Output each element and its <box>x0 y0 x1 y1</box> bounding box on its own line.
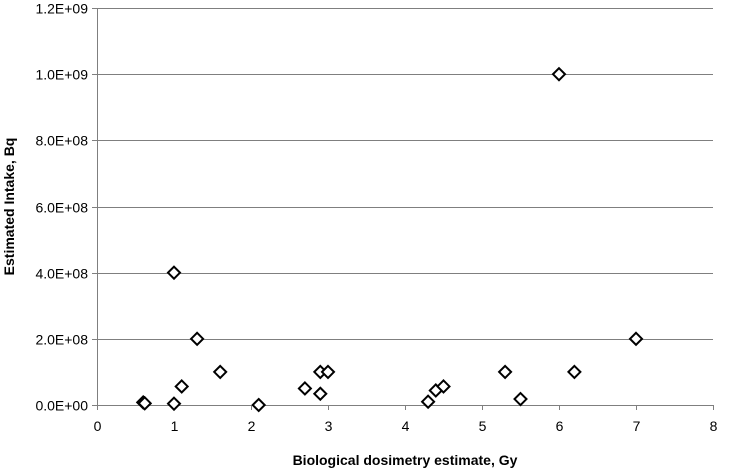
data-point <box>628 331 644 347</box>
x-tick-label: 5 <box>479 418 487 434</box>
y-tick-labels: 0.0E+00 2.0E+08 4.0E+08 6.0E+08 8.0E+08 1.0E+… <box>35 1 88 414</box>
x-tick-label: 7 <box>633 418 641 434</box>
y-tick-label: 6.0E+08 <box>35 200 88 216</box>
x-tick-label: 4 <box>402 418 410 434</box>
x-tick-labels: 0 1 2 3 4 5 6 7 8 <box>94 418 718 434</box>
data-point <box>420 394 436 410</box>
x-tick-label: 3 <box>325 418 333 434</box>
data-point <box>212 364 228 380</box>
x-axis-title: Biological dosimetry estimate, Gy <box>293 452 518 468</box>
data-point <box>551 66 567 82</box>
data-point <box>166 396 182 412</box>
data-point <box>513 391 528 407</box>
data-point <box>497 364 513 380</box>
data-point <box>297 381 313 396</box>
data-points <box>135 66 644 413</box>
y-tick-label: 1.2E+09 <box>35 1 88 17</box>
data-point <box>320 364 336 380</box>
data-point <box>312 386 328 402</box>
x-tick-label: 6 <box>556 418 564 434</box>
y-axis-title: Estimated Intake, Bq <box>1 138 17 276</box>
data-point <box>189 331 205 347</box>
y-tick-label: 2.0E+08 <box>35 332 88 348</box>
data-point <box>566 364 582 380</box>
data-point <box>174 379 190 394</box>
data-point <box>137 395 153 411</box>
data-point <box>436 379 451 394</box>
x-tick-label: 2 <box>248 418 256 434</box>
y-tick-label: 8.0E+08 <box>35 133 88 149</box>
x-tick-label: 1 <box>171 418 179 434</box>
gridlines <box>97 8 713 340</box>
y-tick-label: 0.0E+00 <box>35 398 88 414</box>
axes <box>92 8 714 410</box>
data-point <box>251 397 267 413</box>
y-tick-label: 1.0E+09 <box>35 67 88 83</box>
y-tick-label: 4.0E+08 <box>35 266 88 282</box>
x-tick-label: 0 <box>94 418 102 434</box>
x-tick-label: 8 <box>710 418 718 434</box>
data-point <box>166 265 182 281</box>
